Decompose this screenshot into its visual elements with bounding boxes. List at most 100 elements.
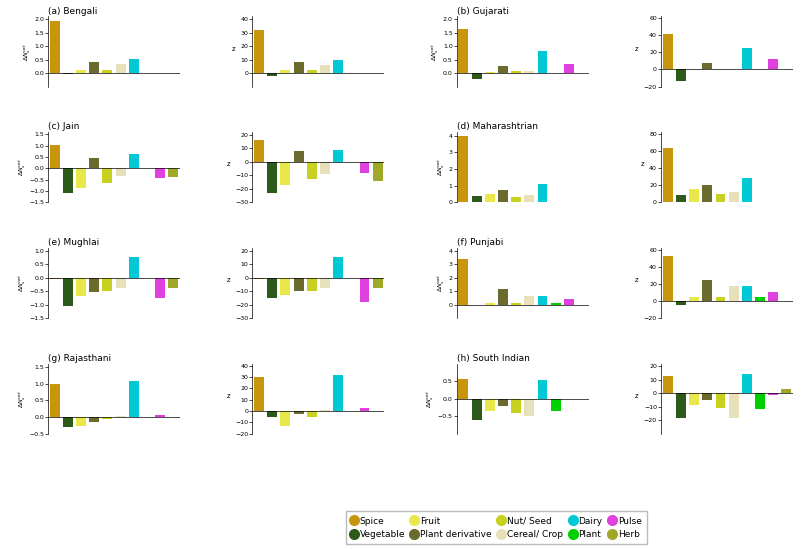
Bar	[294, 278, 304, 291]
Bar	[50, 20, 59, 73]
Bar	[676, 70, 686, 81]
Y-axis label: $\Delta N_s^{cat}$: $\Delta N_s^{cat}$	[17, 158, 27, 176]
Bar	[307, 278, 316, 291]
Bar	[702, 63, 712, 70]
Y-axis label: z: z	[231, 46, 235, 52]
Text: (f) Punjabi: (f) Punjabi	[457, 238, 503, 247]
Bar	[742, 374, 752, 393]
Bar	[525, 195, 534, 202]
Bar	[551, 399, 561, 411]
Bar	[537, 184, 547, 202]
Bar	[715, 194, 726, 202]
Bar	[50, 384, 59, 417]
Bar	[89, 158, 99, 169]
Bar	[768, 293, 778, 301]
Bar	[307, 70, 316, 73]
Bar	[662, 256, 673, 301]
Bar	[103, 70, 112, 73]
Bar	[702, 185, 712, 202]
Bar	[485, 72, 495, 73]
Bar	[280, 162, 290, 185]
Bar	[115, 416, 126, 417]
Bar	[360, 278, 369, 302]
Bar	[115, 278, 126, 288]
Y-axis label: $\Delta N_s^{cat}$: $\Delta N_s^{cat}$	[437, 158, 447, 176]
Y-axis label: $\Delta N_s^{cat}$: $\Delta N_s^{cat}$	[426, 389, 437, 408]
Bar	[537, 296, 547, 305]
Bar	[103, 417, 112, 419]
Bar	[63, 169, 73, 193]
Bar	[472, 73, 481, 79]
Bar	[564, 64, 574, 73]
Bar	[742, 285, 752, 301]
Bar	[662, 148, 673, 202]
Y-axis label: $\Delta N_s^{cat}$: $\Delta N_s^{cat}$	[437, 274, 447, 292]
Text: (b) Gujarati: (b) Gujarati	[457, 7, 509, 16]
Bar	[320, 162, 330, 174]
Y-axis label: $\Delta N_s^{cat}$: $\Delta N_s^{cat}$	[17, 389, 27, 408]
Bar	[689, 69, 699, 70]
Bar	[498, 289, 508, 305]
Bar	[662, 376, 673, 393]
Bar	[254, 377, 264, 411]
Bar	[63, 73, 73, 75]
Bar	[372, 162, 383, 181]
Bar	[333, 150, 343, 162]
Bar	[525, 296, 534, 305]
Bar	[676, 195, 686, 202]
Bar	[498, 191, 508, 202]
Text: (h) South Indian: (h) South Indian	[457, 354, 529, 363]
Bar	[129, 257, 139, 278]
Bar	[115, 64, 126, 73]
Bar	[755, 393, 765, 410]
Legend: Spice, Vegetable, Fruit, Plant derivative, Nut/ Seed, Cereal/ Crop, Dairy, Plant: Spice, Vegetable, Fruit, Plant derivativ…	[346, 511, 647, 545]
Bar	[89, 62, 99, 73]
Bar	[320, 278, 330, 288]
Bar	[307, 411, 316, 417]
Bar	[254, 140, 264, 162]
Bar	[702, 279, 712, 301]
Y-axis label: $\Delta N_s^{cat}$: $\Delta N_s^{cat}$	[22, 42, 33, 61]
Bar	[458, 136, 469, 202]
Bar	[498, 399, 508, 406]
Bar	[294, 151, 304, 162]
Bar	[768, 393, 778, 395]
Y-axis label: z: z	[227, 277, 230, 283]
Bar	[89, 278, 99, 293]
Y-axis label: z: z	[640, 161, 644, 167]
Bar	[551, 304, 561, 305]
Bar	[537, 380, 547, 399]
Bar	[715, 296, 726, 301]
Bar	[511, 303, 521, 305]
Bar	[676, 393, 686, 418]
Bar	[268, 73, 277, 76]
Bar	[155, 414, 165, 417]
Bar	[689, 189, 699, 202]
Bar	[729, 393, 739, 418]
Bar	[76, 169, 86, 188]
Y-axis label: $\Delta N_s^{cat}$: $\Delta N_s^{cat}$	[431, 42, 441, 61]
Bar	[472, 197, 481, 202]
Bar	[333, 375, 343, 411]
Bar	[458, 379, 469, 399]
Bar	[715, 69, 726, 70]
Y-axis label: z: z	[227, 161, 230, 167]
Bar	[662, 35, 673, 70]
Bar	[254, 30, 264, 73]
Y-axis label: z: z	[635, 393, 638, 399]
Bar	[485, 304, 495, 305]
Bar	[715, 393, 726, 408]
Bar	[320, 410, 330, 411]
Bar	[689, 296, 699, 301]
Bar	[472, 399, 481, 421]
Bar	[372, 278, 383, 288]
Bar	[103, 278, 112, 291]
Bar	[511, 71, 521, 73]
Bar	[525, 71, 534, 73]
Bar	[333, 257, 343, 278]
Bar	[168, 278, 179, 288]
Bar	[537, 51, 547, 73]
Bar	[485, 194, 495, 202]
Bar	[742, 48, 752, 70]
Bar	[676, 301, 686, 305]
